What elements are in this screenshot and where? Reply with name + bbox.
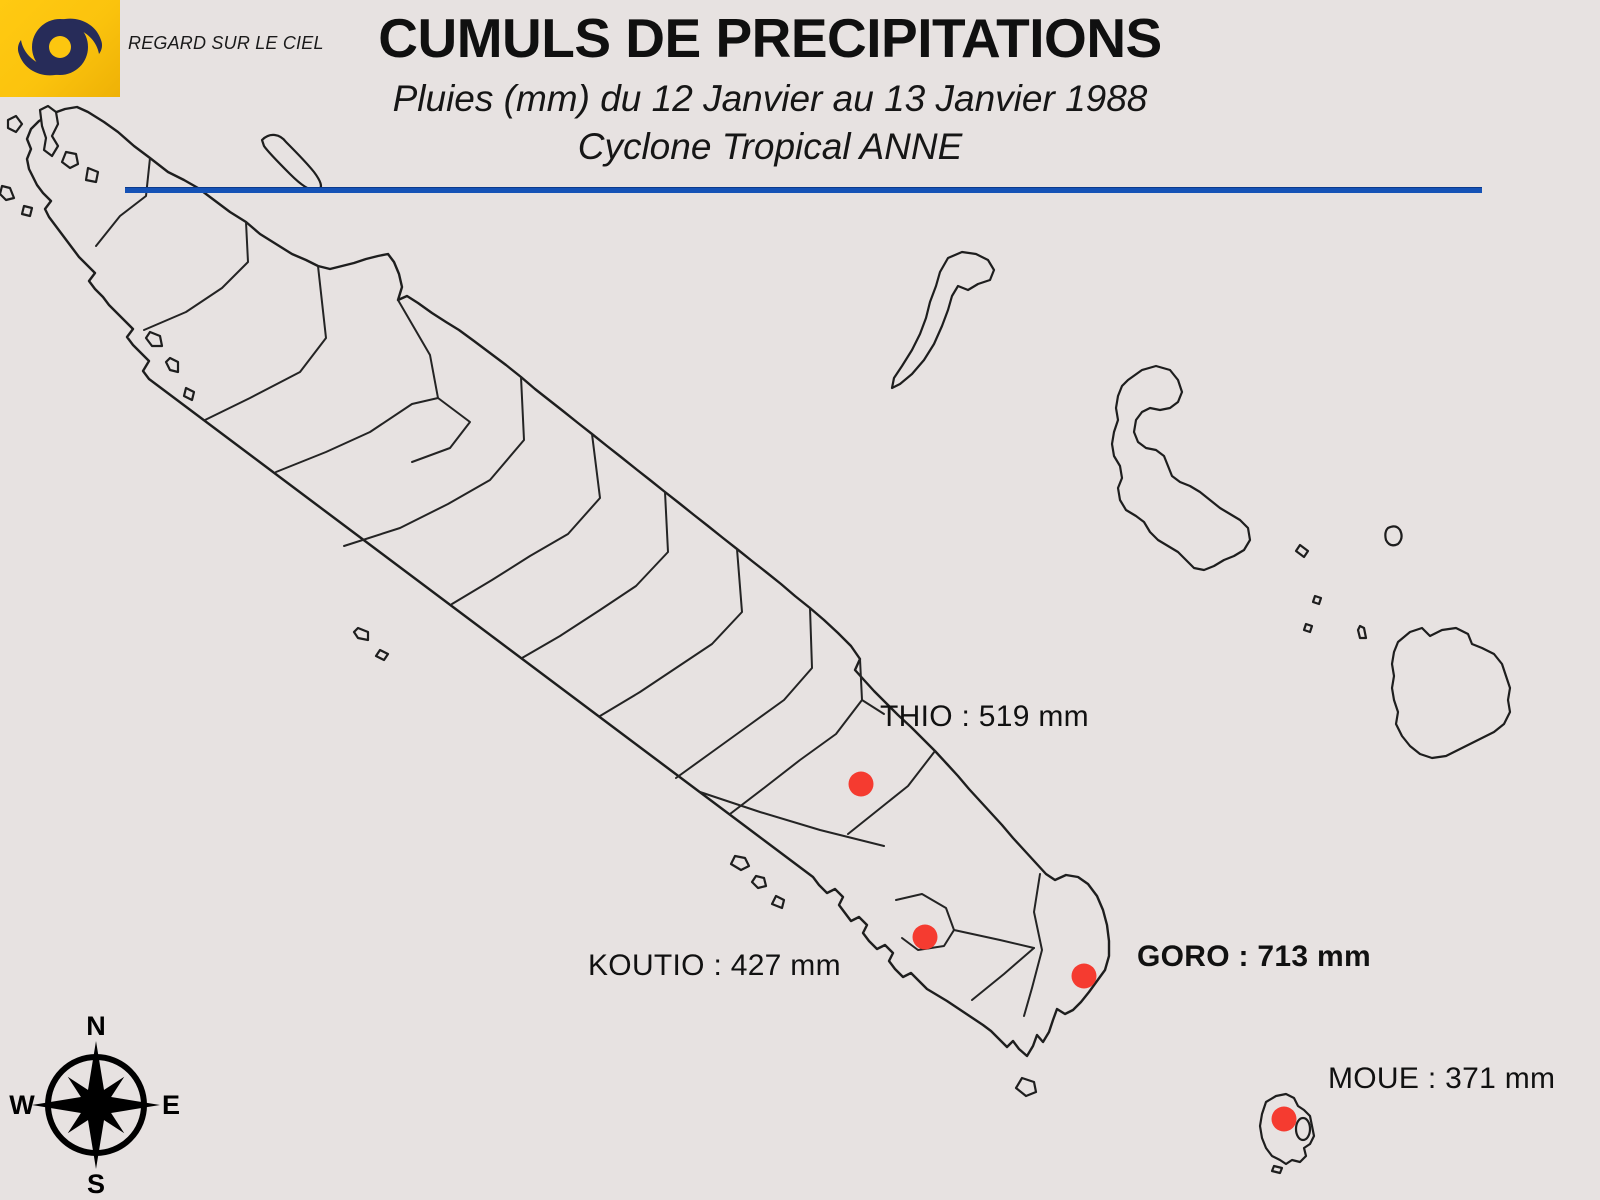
blue-divider [125,187,1482,193]
mare-island [1390,626,1512,760]
station-dot-goro [1071,963,1097,989]
compass-n-label: N [86,1011,106,1041]
subtitle-dates: Pluies (mm) du 12 Janvier au 13 Janvier … [392,78,1148,119]
west-coast-islets [144,330,1038,1098]
station-label-koutio: KOUTIO : 427 mm [588,949,841,982]
station-dot-moue [1271,1106,1297,1132]
lifou-island [1110,364,1252,572]
commune-boundaries [95,157,1043,1017]
station-dot-thio [848,771,874,797]
page-title: CUMULS DE PRECIPITATIONS [378,7,1162,69]
ile-des-pins [1258,1092,1316,1175]
regard-sur-le-ciel-logo [0,0,120,97]
compass-w-label: W [9,1090,35,1120]
station-label-thio: THIO : 519 mm [880,700,1089,733]
cyclone-icon [17,18,103,76]
tiga-islets [1294,525,1403,640]
main-island-outline [25,105,1111,1058]
subtitle-cyclone: Cyclone Tropical ANNE [577,126,963,167]
belep-islets [0,104,100,218]
brand-text: REGARD SUR LE CIEL [128,33,324,53]
compass-e-label: E [162,1090,180,1120]
compass-s-label: S [87,1169,105,1196]
balabio-island [260,133,323,192]
station-dot-koutio [912,924,938,950]
station-label-goro: GORO : 713 mm [1137,940,1371,973]
compass-rose: N S W E [9,1011,180,1196]
station-label-moue: MOUE : 371 mm [1328,1062,1556,1095]
ouvea-island [890,250,996,390]
header-block: CUMULS DE PRECIPITATIONS Pluies (mm) du … [80,8,1460,168]
